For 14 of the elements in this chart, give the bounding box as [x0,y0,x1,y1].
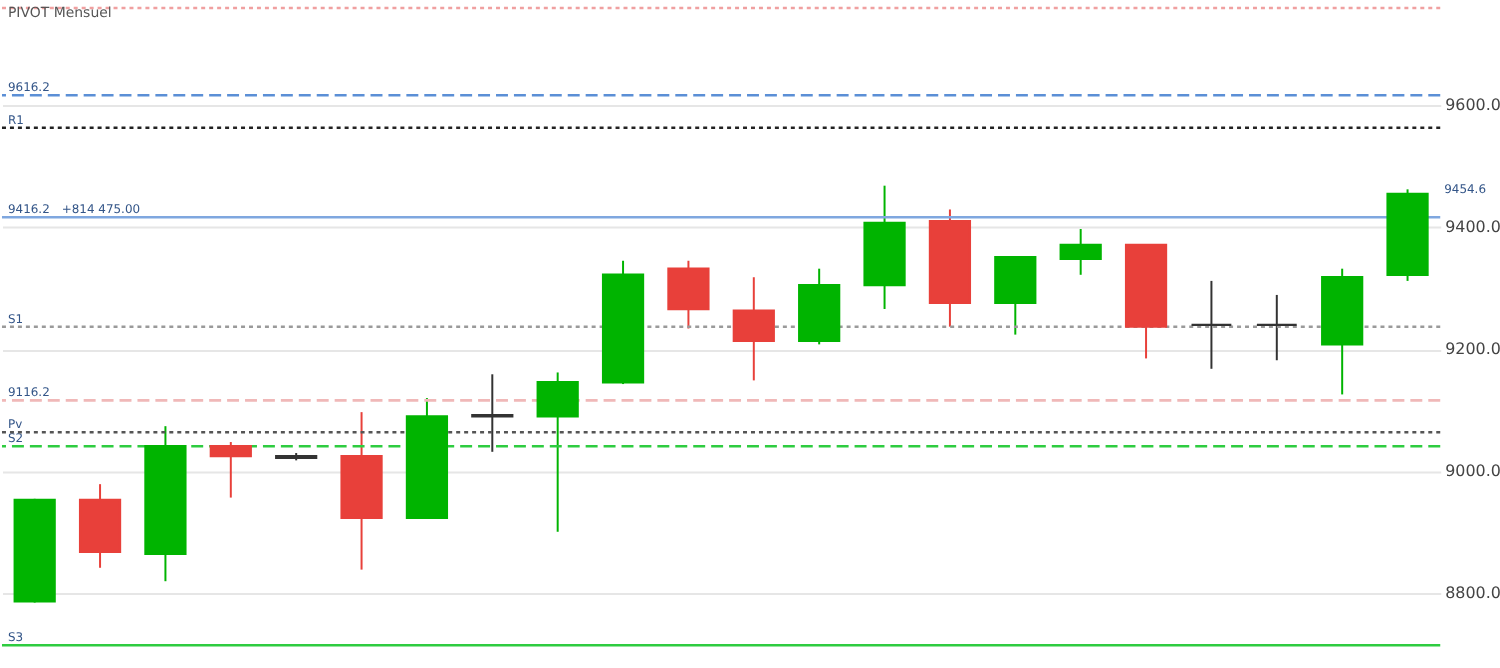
candlestick [1255,293,1298,362]
candlestick [732,276,775,382]
candlestick [536,371,579,533]
y-tick-label: 9000.0 [1445,462,1500,481]
candlestick [1059,228,1102,276]
candlestick [994,255,1037,336]
y-tick-label: 9600.0 [1445,96,1500,115]
candlestick [209,441,252,499]
candlestick [667,259,710,330]
candlestick [471,373,514,453]
y-tick-label: 9200.0 [1445,340,1500,359]
y-tick-label: 9400.0 [1445,218,1500,237]
candlestick [1190,279,1233,370]
y-tick-label: 8800.0 [1445,584,1500,603]
